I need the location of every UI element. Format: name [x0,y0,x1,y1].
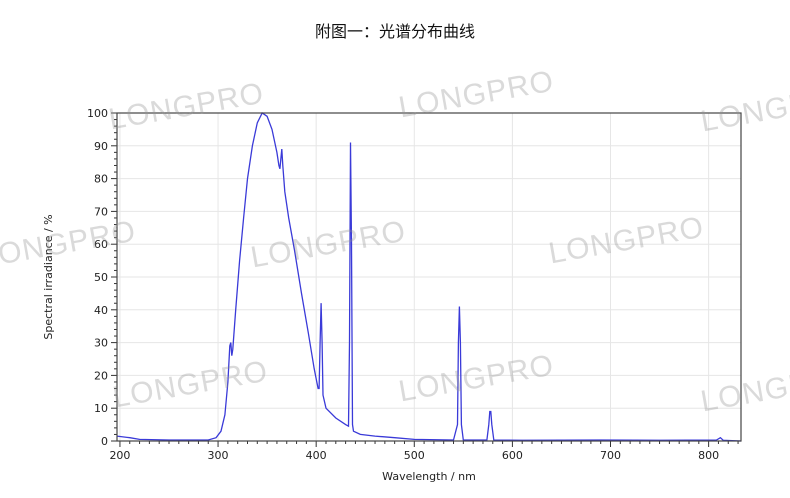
x-tick-label: 500 [404,449,425,462]
y-tick-label: 20 [94,369,108,382]
plot-frame [116,112,742,442]
y-tick-label: 70 [94,205,108,218]
x-tick-label: 700 [600,449,621,462]
x-tick-labels: 200 300 400 500 600 700 800 [109,449,719,462]
x-tick-label: 600 [502,449,523,462]
x-tick-label: 200 [109,449,130,462]
y-tick-label: 0 [101,435,108,448]
y-tick-label: 30 [94,337,108,350]
figure-title: 附图一：光谱分布曲线 [314,22,475,41]
y-tick-label: 10 [94,402,108,415]
x-tick-label: 300 [208,449,229,462]
y-tick-label: 100 [87,107,108,120]
y-tick-label: 40 [94,304,108,317]
y-axis-label: Spectral irradiance / % [42,214,55,339]
spectrum-line [116,112,742,442]
y-tick-label: 50 [94,271,108,284]
x-axis-label: Wavelength / nm [382,470,476,483]
x-tick-label: 400 [306,449,327,462]
x-tick-label: 800 [698,449,719,462]
axis-ticks [111,112,739,447]
y-tick-labels: 0 10 20 30 40 50 60 70 80 90 100 [87,107,108,448]
y-tick-label: 60 [94,238,108,251]
y-tick-label: 90 [94,140,108,153]
grid [117,113,741,441]
y-tick-label: 80 [94,173,108,186]
